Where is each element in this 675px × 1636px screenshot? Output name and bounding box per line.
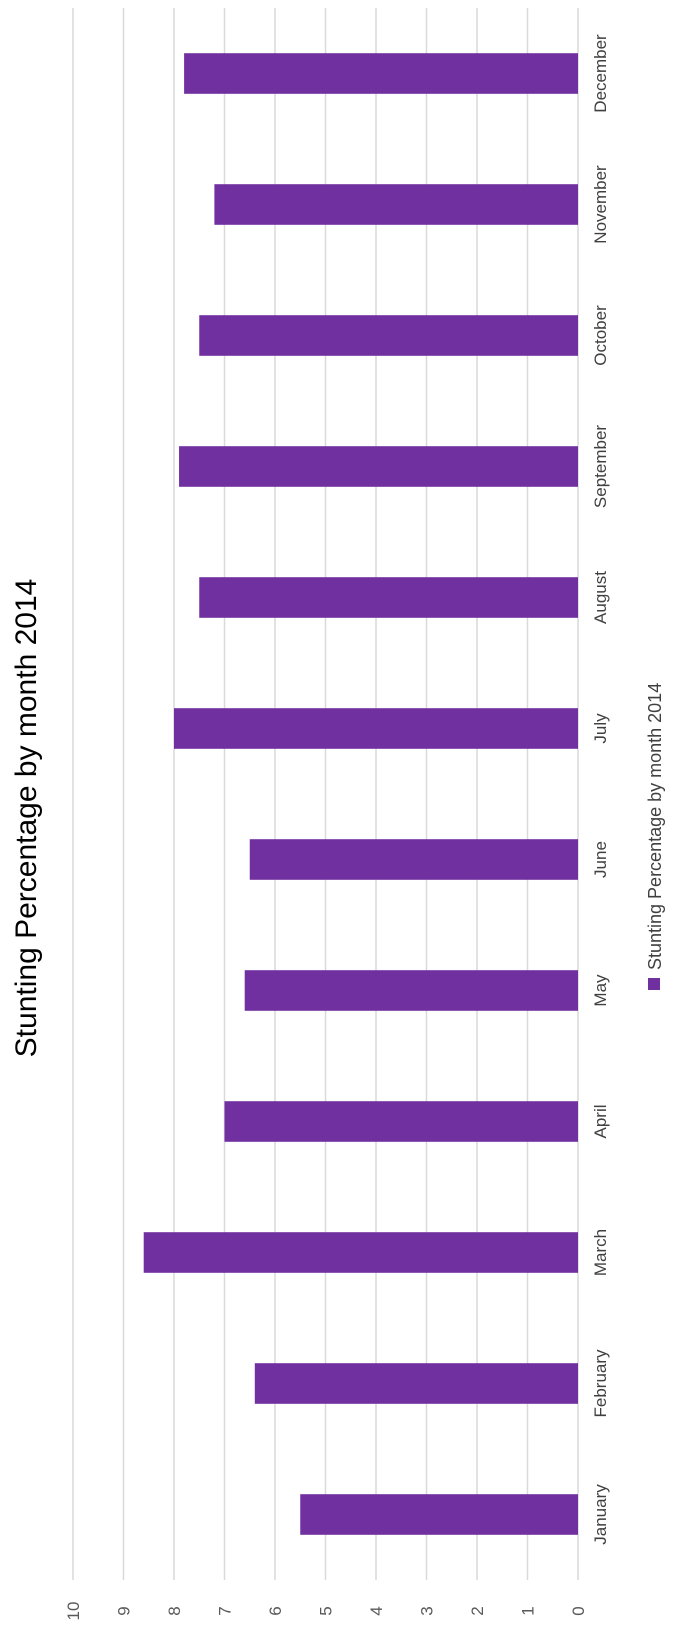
bar-september [179, 446, 579, 487]
value-tick-label: 9 [115, 1606, 134, 1615]
legend-swatch [648, 978, 660, 990]
value-axis-tick-labels: 0 1 2 3 4 5 6 7 8 9 10 [64, 1602, 588, 1621]
category-label-february: February [591, 1349, 610, 1418]
value-tick-label: 4 [367, 1606, 386, 1615]
value-tick-label: 1 [519, 1606, 538, 1615]
value-tick-label: 0 [569, 1606, 588, 1615]
category-label-june: June [591, 841, 610, 878]
category-label-november: November [591, 165, 610, 244]
chart-title: Stunting Percentage by month 2014 [10, 579, 43, 1058]
category-label-april: April [591, 1104, 610, 1138]
value-tick-label: 2 [468, 1606, 487, 1615]
bar-april [224, 1101, 578, 1142]
category-label-march: March [591, 1229, 610, 1276]
value-tick-label: 8 [165, 1606, 184, 1615]
bar-october [199, 315, 578, 356]
category-label-september: September [591, 425, 610, 508]
bar-january [300, 1494, 578, 1535]
value-tick-label: 7 [216, 1606, 235, 1615]
bar-november [214, 184, 578, 225]
category-label-october: October [591, 305, 610, 366]
category-label-december: December [591, 34, 610, 113]
bar-june [249, 839, 578, 880]
category-label-january: January [591, 1484, 610, 1545]
category-label-july: July [591, 713, 610, 744]
value-tick-label: 5 [317, 1606, 336, 1615]
bar-august [199, 577, 578, 618]
category-label-august: August [591, 571, 610, 624]
bar-december [184, 53, 578, 94]
bar-march [143, 1232, 578, 1273]
value-tick-label: 10 [64, 1602, 83, 1621]
legend-label: Stunting Percentage by month 2014 [645, 683, 665, 970]
category-label-may: May [591, 974, 610, 1007]
bar-february [254, 1363, 579, 1404]
category-axis-labels: January February March April May June July Augu… [591, 34, 610, 1545]
value-tick-label: 3 [418, 1606, 437, 1615]
bar-july [174, 708, 578, 749]
bar-may [244, 970, 578, 1011]
bars [143, 53, 579, 1535]
gridlines [72, 8, 579, 1580]
legend: Stunting Percentage by month 2014 [645, 683, 665, 990]
value-tick-label: 6 [266, 1606, 285, 1615]
